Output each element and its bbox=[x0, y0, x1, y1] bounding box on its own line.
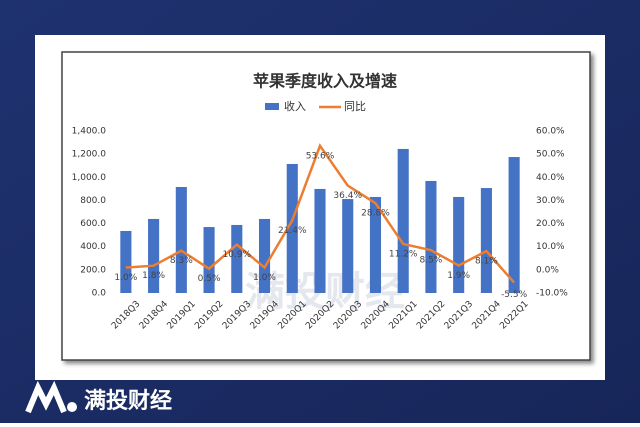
y-tick-label: 800.0 bbox=[80, 196, 106, 206]
logo-icon bbox=[25, 380, 67, 414]
bar bbox=[369, 196, 382, 293]
bar bbox=[258, 218, 271, 293]
bar bbox=[342, 199, 354, 293]
y2-tick-label: 30.0% bbox=[536, 196, 565, 206]
logo-dot bbox=[67, 402, 77, 412]
y-tick-label: 600.0 bbox=[80, 219, 106, 229]
y-tick-label: 200.0 bbox=[80, 265, 106, 275]
bar bbox=[203, 227, 215, 293]
data-label: 10.9% bbox=[223, 250, 252, 260]
bar bbox=[397, 148, 409, 293]
legend-label: 同比 bbox=[344, 100, 366, 113]
y-tick-label: 1,000.0 bbox=[72, 173, 107, 183]
y2-tick-label: 10.0% bbox=[536, 242, 565, 252]
bar bbox=[480, 188, 492, 293]
line bbox=[125, 143, 516, 284]
legend-swatch bbox=[265, 103, 279, 110]
legend-label: 收入 bbox=[284, 99, 306, 113]
bar bbox=[286, 163, 298, 293]
data-label: 1.8% bbox=[142, 271, 165, 281]
bar bbox=[453, 196, 465, 293]
chart-frame bbox=[61, 51, 591, 361]
data-label: 8.3% bbox=[170, 256, 193, 266]
bar bbox=[120, 230, 132, 293]
y2-tick-label: 20.0% bbox=[536, 219, 565, 229]
bar bbox=[148, 218, 160, 293]
data-label: 8.1% bbox=[475, 257, 498, 267]
logo-text: 满投财经 bbox=[84, 388, 172, 414]
data-label: 1.0% bbox=[114, 273, 137, 283]
data-label: 28.8% bbox=[361, 209, 390, 219]
y-tick-label: 0.0 bbox=[92, 289, 107, 299]
data-label: -5.5% bbox=[501, 290, 528, 300]
data-label: 8.5% bbox=[419, 256, 442, 266]
y2-tick-label: 60.0% bbox=[536, 127, 565, 137]
y-tick-label: 400.0 bbox=[80, 242, 106, 252]
bar bbox=[314, 188, 326, 293]
data-label: 0.5% bbox=[198, 274, 221, 284]
bar bbox=[425, 180, 437, 293]
bar bbox=[175, 187, 187, 293]
data-label: 53.6% bbox=[306, 151, 335, 161]
y2-tick-label: 50.0% bbox=[536, 150, 565, 160]
data-label: 1.0% bbox=[253, 273, 276, 283]
data-label: 11.2% bbox=[389, 249, 418, 259]
bar bbox=[231, 224, 243, 293]
data-label: 1.9% bbox=[447, 271, 470, 281]
y-tick-label: 1,200.0 bbox=[72, 150, 107, 160]
y-tick-label: 1,400.0 bbox=[72, 127, 107, 137]
bar bbox=[508, 157, 520, 293]
y2-tick-label: -10.0% bbox=[536, 289, 568, 299]
data-label: 36.4% bbox=[333, 191, 362, 201]
y2-tick-label: 0.0% bbox=[536, 265, 559, 275]
chart-title: 苹果季度收入及增速 bbox=[253, 72, 397, 91]
y2-tick-label: 40.0% bbox=[536, 173, 565, 183]
data-label: 21.4% bbox=[278, 226, 307, 236]
